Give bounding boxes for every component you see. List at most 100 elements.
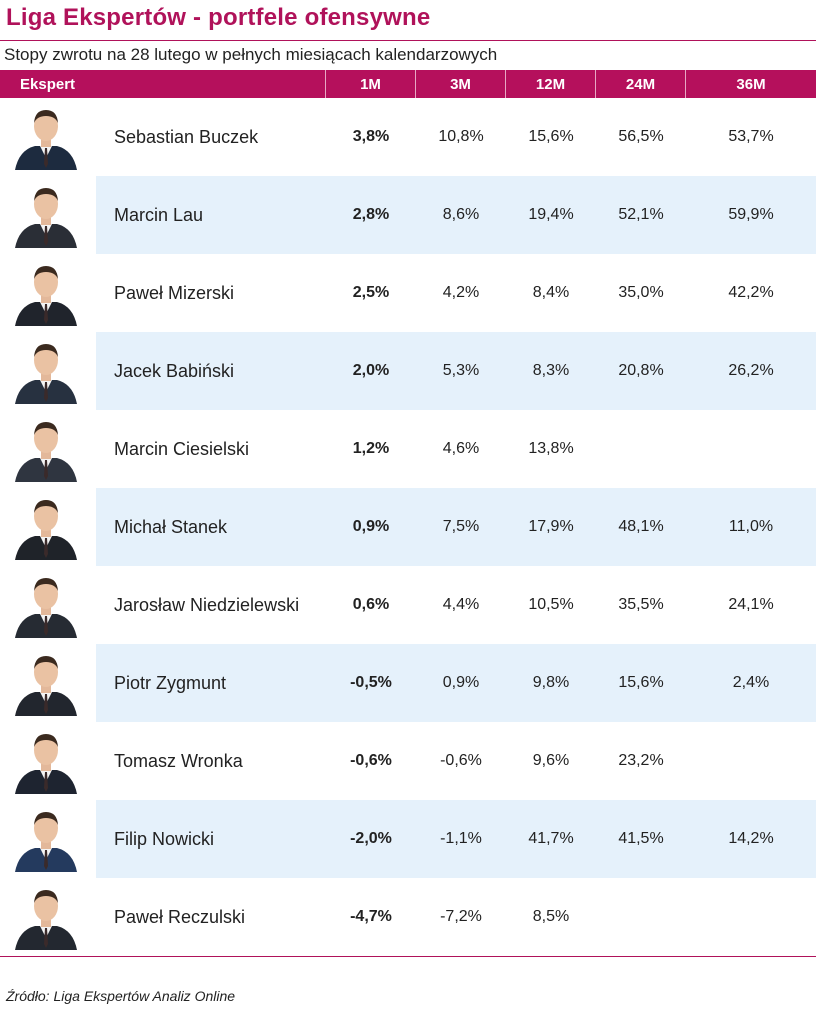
return-m3: -7,2% xyxy=(440,908,482,925)
table-bottom-divider xyxy=(0,956,816,957)
expert-photo xyxy=(11,262,81,326)
return-m24: 52,1% xyxy=(618,206,664,223)
expert-name: Marcin Ciesielski xyxy=(114,438,250,459)
page-subtitle: Stopy zwrotu na 28 lutego w pełnych mies… xyxy=(4,45,498,64)
return-m36: 26,2% xyxy=(728,362,774,379)
return-m36: 14,2% xyxy=(728,830,774,847)
return-m12: 13,8% xyxy=(528,440,574,457)
return-m1: -4,7% xyxy=(350,908,392,925)
table-row: Jarosław Niedzielewski 0,6% 4,4% 10,5% 35,5%… xyxy=(0,566,816,644)
return-m1: -0,5% xyxy=(350,674,392,691)
return-m12: 15,6% xyxy=(528,128,574,145)
return-m1: 1,2% xyxy=(352,440,390,457)
expert-name: Piotr Zygmunt xyxy=(114,672,227,693)
expert-name: Tomasz Wronka xyxy=(114,750,243,771)
row-background xyxy=(96,176,816,254)
return-m1: -2,0% xyxy=(350,830,392,847)
return-m3: 4,6% xyxy=(442,440,480,457)
return-m24: 23,2% xyxy=(618,752,664,769)
return-m3: 10,8% xyxy=(438,128,484,145)
return-m12: 10,5% xyxy=(528,596,574,613)
table-row: Filip Nowicki -2,0% -1,1% 41,7% 41,5% 14,2% xyxy=(0,800,816,878)
table-body: Sebastian Buczek 3,8% 10,8% 15,6% 56,5% 53,7%… xyxy=(0,98,816,956)
return-m24: 35,5% xyxy=(618,596,664,613)
return-m24 xyxy=(596,878,686,956)
column-header-24m: 24M xyxy=(596,70,686,98)
return-m1: 2,8% xyxy=(352,206,390,223)
row-background xyxy=(96,800,816,878)
return-m12: 9,6% xyxy=(532,752,570,769)
return-m12: 17,9% xyxy=(528,518,574,535)
expert-name: Paweł Reczulski xyxy=(114,906,246,927)
return-m36: 59,9% xyxy=(728,206,774,223)
return-m1: 0,6% xyxy=(352,596,390,613)
return-m12: 9,8% xyxy=(532,674,570,691)
return-m3: 0,9% xyxy=(442,674,480,691)
table-row: Marcin Lau 2,8% 8,6% 19,4% 52,1% 59,9% xyxy=(0,176,816,254)
expert-photo xyxy=(11,496,81,560)
return-m12: 19,4% xyxy=(528,206,574,223)
expert-photo xyxy=(11,106,81,170)
row-background xyxy=(96,488,816,566)
return-m12: 8,3% xyxy=(532,362,570,379)
return-m12: 8,4% xyxy=(532,284,570,301)
return-m36 xyxy=(686,722,816,800)
return-m1: 2,5% xyxy=(352,284,390,301)
expert-photo xyxy=(11,340,81,404)
expert-photo xyxy=(11,808,81,872)
table-header: Ekspert 1M 3M 12M 24M 36M xyxy=(0,70,816,98)
return-m1: 3,8% xyxy=(352,128,390,145)
column-header-3m: 3M xyxy=(416,70,506,98)
table-row: Piotr Zygmunt -0,5% 0,9% 9,8% 15,6% 2,4% xyxy=(0,644,816,722)
return-m1: 2,0% xyxy=(352,362,390,379)
row-background xyxy=(96,332,816,410)
expert-name: Sebastian Buczek xyxy=(114,126,259,147)
return-m3: 8,6% xyxy=(442,206,480,223)
return-m36: 24,1% xyxy=(728,596,774,613)
table-row: Michał Stanek 0,9% 7,5% 17,9% 48,1% 11,0% xyxy=(0,488,816,566)
return-m3: 5,3% xyxy=(442,362,480,379)
table-row: Paweł Mizerski 2,5% 4,2% 8,4% 35,0% 42,2% xyxy=(0,254,816,332)
return-m12: 8,5% xyxy=(532,908,570,925)
return-m24: 20,8% xyxy=(618,362,664,379)
return-m36: 42,2% xyxy=(728,284,774,301)
return-m36: 53,7% xyxy=(728,128,774,145)
return-m24: 41,5% xyxy=(618,830,664,847)
expert-photo xyxy=(11,574,81,638)
expert-name: Paweł Mizerski xyxy=(114,282,235,303)
return-m12: 41,7% xyxy=(528,830,574,847)
return-m1: -0,6% xyxy=(350,752,392,769)
table-row: Paweł Reczulski -4,7% -7,2% 8,5% xyxy=(0,878,816,956)
return-m3: 4,4% xyxy=(442,596,480,613)
return-m3: 7,5% xyxy=(442,518,480,535)
return-m24: 35,0% xyxy=(618,284,664,301)
expert-photo xyxy=(11,730,81,794)
expert-name: Filip Nowicki xyxy=(114,828,215,849)
return-m3: 4,2% xyxy=(442,284,480,301)
return-m36 xyxy=(686,410,816,488)
column-header-36m: 36M xyxy=(736,75,766,93)
table-row: Sebastian Buczek 3,8% 10,8% 15,6% 56,5% 53,7% xyxy=(0,98,816,176)
expert-name: Michał Stanek xyxy=(114,516,228,537)
table-row: Jacek Babiński 2,0% 5,3% 8,3% 20,8% 26,2% xyxy=(0,332,816,410)
title-divider xyxy=(0,40,816,41)
expert-photo xyxy=(11,418,81,482)
return-m1: 0,9% xyxy=(352,518,390,535)
column-header-12m: 12M xyxy=(506,70,596,98)
return-m24: 48,1% xyxy=(618,518,664,535)
source-note: Źródło: Liga Ekspertów Analiz Online xyxy=(6,988,236,1004)
table-row: Marcin Ciesielski 1,2% 4,6% 13,8% xyxy=(0,410,816,488)
return-m24: 15,6% xyxy=(618,674,664,691)
row-background xyxy=(96,644,816,722)
expert-photo xyxy=(11,652,81,716)
expert-name: Marcin Lau xyxy=(114,204,204,225)
return-m36: 2,4% xyxy=(732,674,770,691)
return-m3: -1,1% xyxy=(440,830,482,847)
return-m36 xyxy=(686,878,816,956)
column-header-1m: 1M xyxy=(326,70,416,98)
return-m24 xyxy=(596,410,686,488)
column-header-expert: Ekspert xyxy=(0,70,326,98)
page-title: Liga Ekspertów - portfele ofensywne xyxy=(6,4,431,31)
expert-photo xyxy=(11,886,81,950)
expert-photo xyxy=(11,184,81,248)
